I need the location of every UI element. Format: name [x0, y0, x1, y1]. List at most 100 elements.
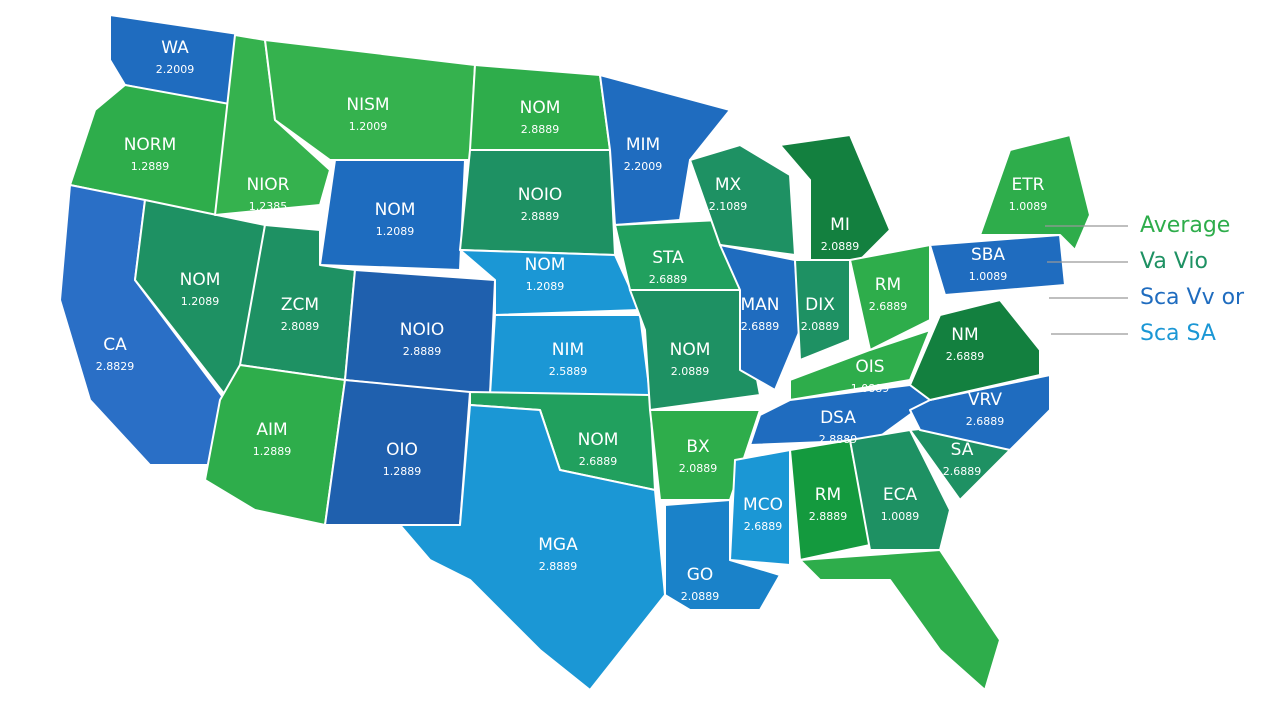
region-value: 1.0089: [969, 270, 1008, 283]
region: [979, 134, 1091, 251]
region-label: MI: [830, 215, 850, 235]
region-label: DSA: [820, 408, 856, 428]
region-label: ECA: [883, 485, 918, 505]
region: [849, 244, 931, 351]
region-value: 2.8889: [809, 510, 848, 523]
region-value: 2.6889: [946, 350, 985, 363]
region-value: 1.0089: [881, 510, 920, 523]
region-value: 2.6889: [744, 520, 783, 533]
region: [929, 234, 1066, 296]
region: [664, 499, 781, 611]
region-label: MX: [715, 175, 742, 195]
region-label: SA: [951, 440, 974, 460]
region: [599, 74, 731, 226]
region-value: 2.0889: [671, 365, 710, 378]
region-value: 1.2889: [383, 465, 422, 478]
region-value: 2.2009: [156, 63, 195, 76]
region-value: 2.0889: [679, 462, 718, 475]
legend-label: Average: [1140, 213, 1230, 238]
region-value: 2.8889: [819, 433, 858, 446]
region-label: NOM: [375, 200, 416, 220]
region-label: MCO: [743, 495, 783, 515]
region-value: 1.0089: [1009, 200, 1048, 213]
legend-label: Sca SA: [1140, 321, 1216, 346]
region: [319, 159, 466, 271]
region-label: NOM: [578, 430, 619, 450]
region-value: 2.6889: [579, 455, 618, 468]
region-label: RM: [875, 275, 901, 295]
region-value: 1.2009: [349, 120, 388, 133]
legend-label: Sca Vv or: [1140, 285, 1245, 310]
region-value: 2.1089: [709, 200, 748, 213]
region-label: NOM: [180, 270, 221, 290]
region-value: 2.8889: [521, 210, 560, 223]
region-value: 1.2089: [526, 280, 565, 293]
region-value: 8008: [0, 15, 14, 28]
region: [849, 429, 951, 551]
region-value: 2.2009: [624, 160, 663, 173]
region-value: 2.0889: [681, 590, 720, 603]
region-label: AIM: [256, 420, 287, 440]
region: [789, 329, 931, 401]
region-value: 2.6889: [649, 273, 688, 286]
legend-label: Va Vio: [1140, 249, 1208, 274]
region-label: NOM: [525, 255, 566, 275]
region-value: 2.8089: [281, 320, 320, 333]
region-value: 2.0889: [801, 320, 840, 333]
region: [909, 299, 1041, 401]
region-label: MGA: [538, 535, 578, 555]
region-value: 2.8889: [521, 123, 560, 136]
region-value: 1.0889: [851, 382, 890, 395]
region: [689, 144, 796, 256]
region-value: 1.2889: [131, 160, 170, 173]
region-label: WA: [161, 38, 189, 58]
region-value: 2.6889: [869, 300, 908, 313]
region: [399, 404, 666, 691]
region: [729, 449, 791, 566]
region-label: NORM: [124, 135, 177, 155]
region-label: MIM: [626, 135, 660, 155]
region-value: 2.5889: [549, 365, 588, 378]
region: [459, 249, 641, 316]
region: [794, 259, 851, 361]
region-label: DIX: [805, 295, 835, 315]
region-label: ETR: [1012, 175, 1045, 195]
region-label: NIOR: [247, 175, 290, 195]
region-value: 2.0889: [821, 240, 860, 253]
region-label: OIO: [386, 440, 418, 460]
region-label: VRV: [968, 390, 1003, 410]
region-label: NOIO: [518, 185, 563, 205]
region-value: 2.6889: [966, 415, 1005, 428]
region-label: NISM: [346, 95, 389, 115]
region-label: BX: [686, 437, 710, 457]
regions: [59, 14, 1091, 691]
region-value: 2.8829: [96, 360, 135, 373]
region: [799, 549, 1001, 691]
region-label: NOIO: [400, 320, 445, 340]
region-label: MAN: [740, 295, 779, 315]
region-labels: WA 2.2009 NORM 1.2889 CA 2.8829 NOM 1.2089 NIOR 1…: [0, 0, 1047, 603]
region: [629, 289, 761, 411]
region-label: NOM: [520, 98, 561, 118]
region-value: 2.6889: [943, 465, 982, 478]
region-label: STA: [652, 248, 684, 268]
region-value: 2.8889: [403, 345, 442, 358]
region-label: CA: [103, 335, 127, 355]
region-label: SBA: [971, 245, 1005, 265]
region-value: 1.2089: [181, 295, 220, 308]
region-label: NOM: [670, 340, 711, 360]
region-label: NM: [951, 325, 978, 345]
region-label: SA: [0, 0, 12, 10]
region-label: NIM: [552, 340, 584, 360]
region-value: 2.6889: [741, 320, 780, 333]
region-label: OIS: [855, 357, 884, 377]
region-value: 1.2089: [376, 225, 415, 238]
region-value: 2.8889: [539, 560, 578, 573]
region-label: ZCM: [281, 295, 319, 315]
region-label: RM: [815, 485, 841, 505]
region-value: 1.2385: [249, 200, 288, 213]
region-label: GO: [687, 565, 714, 585]
region-value: 1.2889: [253, 445, 292, 458]
